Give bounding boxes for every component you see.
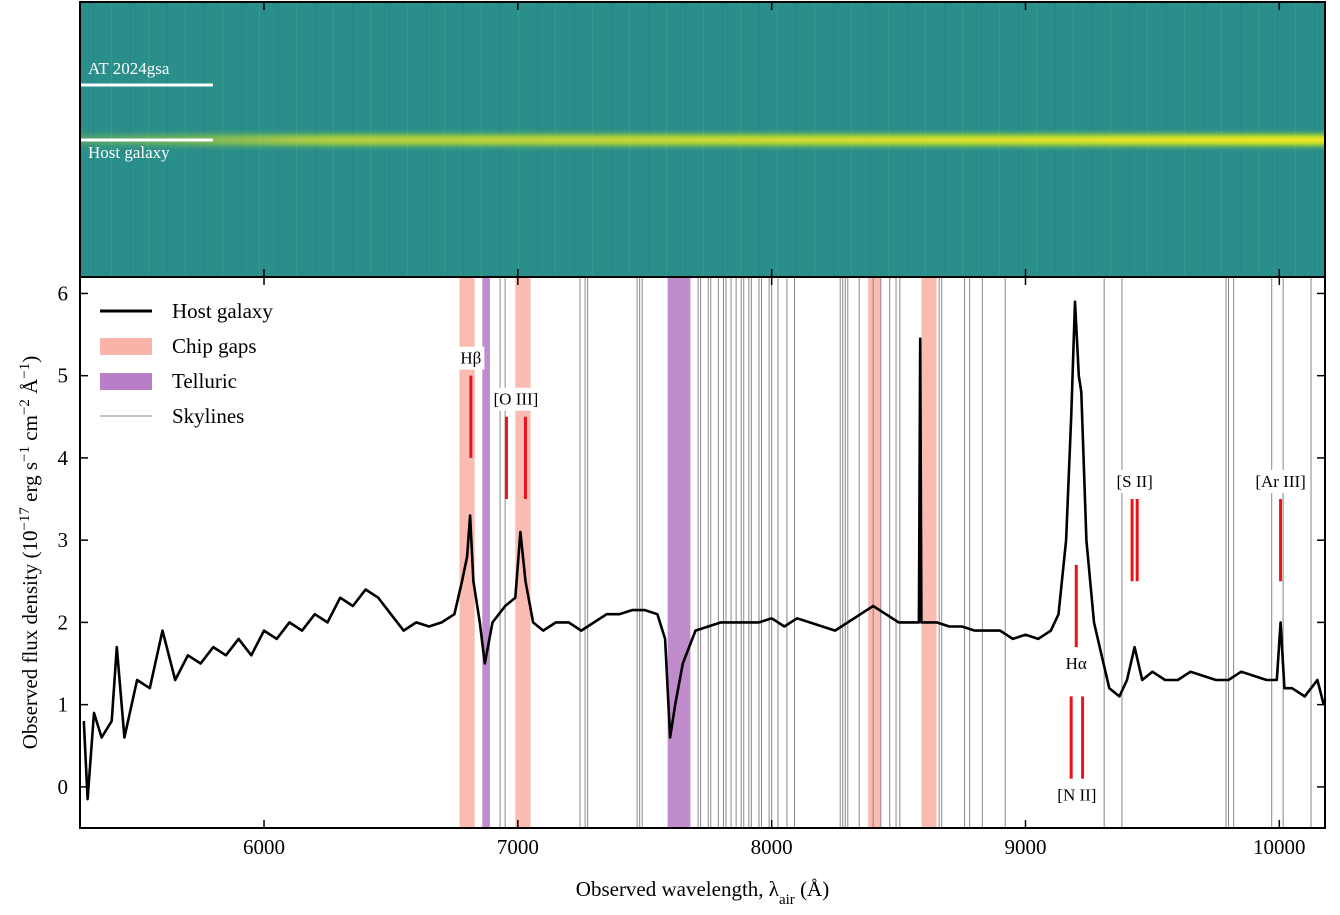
band (868, 277, 881, 828)
y-tick-label: 3 (58, 528, 69, 552)
line-label: [S II] (1116, 472, 1152, 491)
legend-label: Skylines (172, 404, 244, 428)
band (482, 277, 490, 828)
x-tick-label: 7000 (497, 835, 539, 859)
line-label: [O III] (494, 390, 539, 409)
line-label: [N II] (1057, 786, 1096, 805)
y-axis-label-part: −1 (17, 363, 33, 379)
x-tick-label: 6000 (243, 835, 285, 859)
y-axis-label-part: Å (18, 378, 42, 399)
image-label: AT 2024gsa (88, 59, 170, 78)
legend-label: Telluric (172, 369, 237, 393)
band (921, 277, 937, 828)
axes-frame (79, 276, 1326, 829)
y-axis-label-part: −17 (17, 507, 33, 531)
legend-box (92, 288, 322, 436)
y-tick-label: 0 (58, 775, 69, 799)
x-axis-label-part: Observed wavelength, λ (576, 877, 780, 901)
y-axis-label-part: ) (18, 356, 42, 363)
x-axis-label-part: air (779, 892, 795, 908)
legend-label: Chip gaps (172, 334, 257, 358)
y-tick-label: 6 (58, 281, 69, 305)
y-tick-label: 5 (58, 364, 69, 388)
x-axis-label: Observed wavelength, λair (Å) (576, 877, 829, 908)
x-axis-label-part: (Å) (795, 877, 829, 901)
label-box (457, 346, 485, 370)
y-axis-label-part: cm (18, 415, 42, 446)
legend-label: Host galaxy (172, 299, 273, 323)
label-box (1252, 469, 1309, 493)
band (667, 277, 691, 828)
x-tick-label: 10000 (1253, 835, 1306, 859)
label-box (1054, 783, 1100, 807)
legend-swatch (100, 373, 152, 390)
y-tick-label: 2 (58, 610, 69, 634)
x-tick-label: 9000 (1004, 835, 1046, 859)
image-label: Host galaxy (88, 143, 170, 162)
y-tick-label: 4 (58, 446, 69, 470)
y-axis-label-part: erg s (18, 462, 42, 507)
x-tick-label: 8000 (751, 835, 793, 859)
y-axis-label-part: Observed flux density (10 (18, 531, 42, 750)
label-box (1113, 469, 1156, 493)
spectrum-line (82, 300, 1325, 801)
line-label: Hβ (460, 349, 481, 368)
line-label: Hα (1066, 654, 1087, 673)
y-tick-label: 1 (58, 693, 69, 717)
line-label: [Ar III] (1255, 472, 1306, 491)
y-axis-label: Observed flux density (10−17 erg s−1 cm−… (17, 356, 42, 750)
spectrum-image (79, 1, 1326, 278)
y-axis-label-part: −2 (17, 399, 33, 415)
label-box (1062, 651, 1090, 675)
label-box (490, 387, 542, 411)
y-axis-label-part: −1 (17, 446, 33, 462)
legend-swatch (100, 338, 152, 355)
